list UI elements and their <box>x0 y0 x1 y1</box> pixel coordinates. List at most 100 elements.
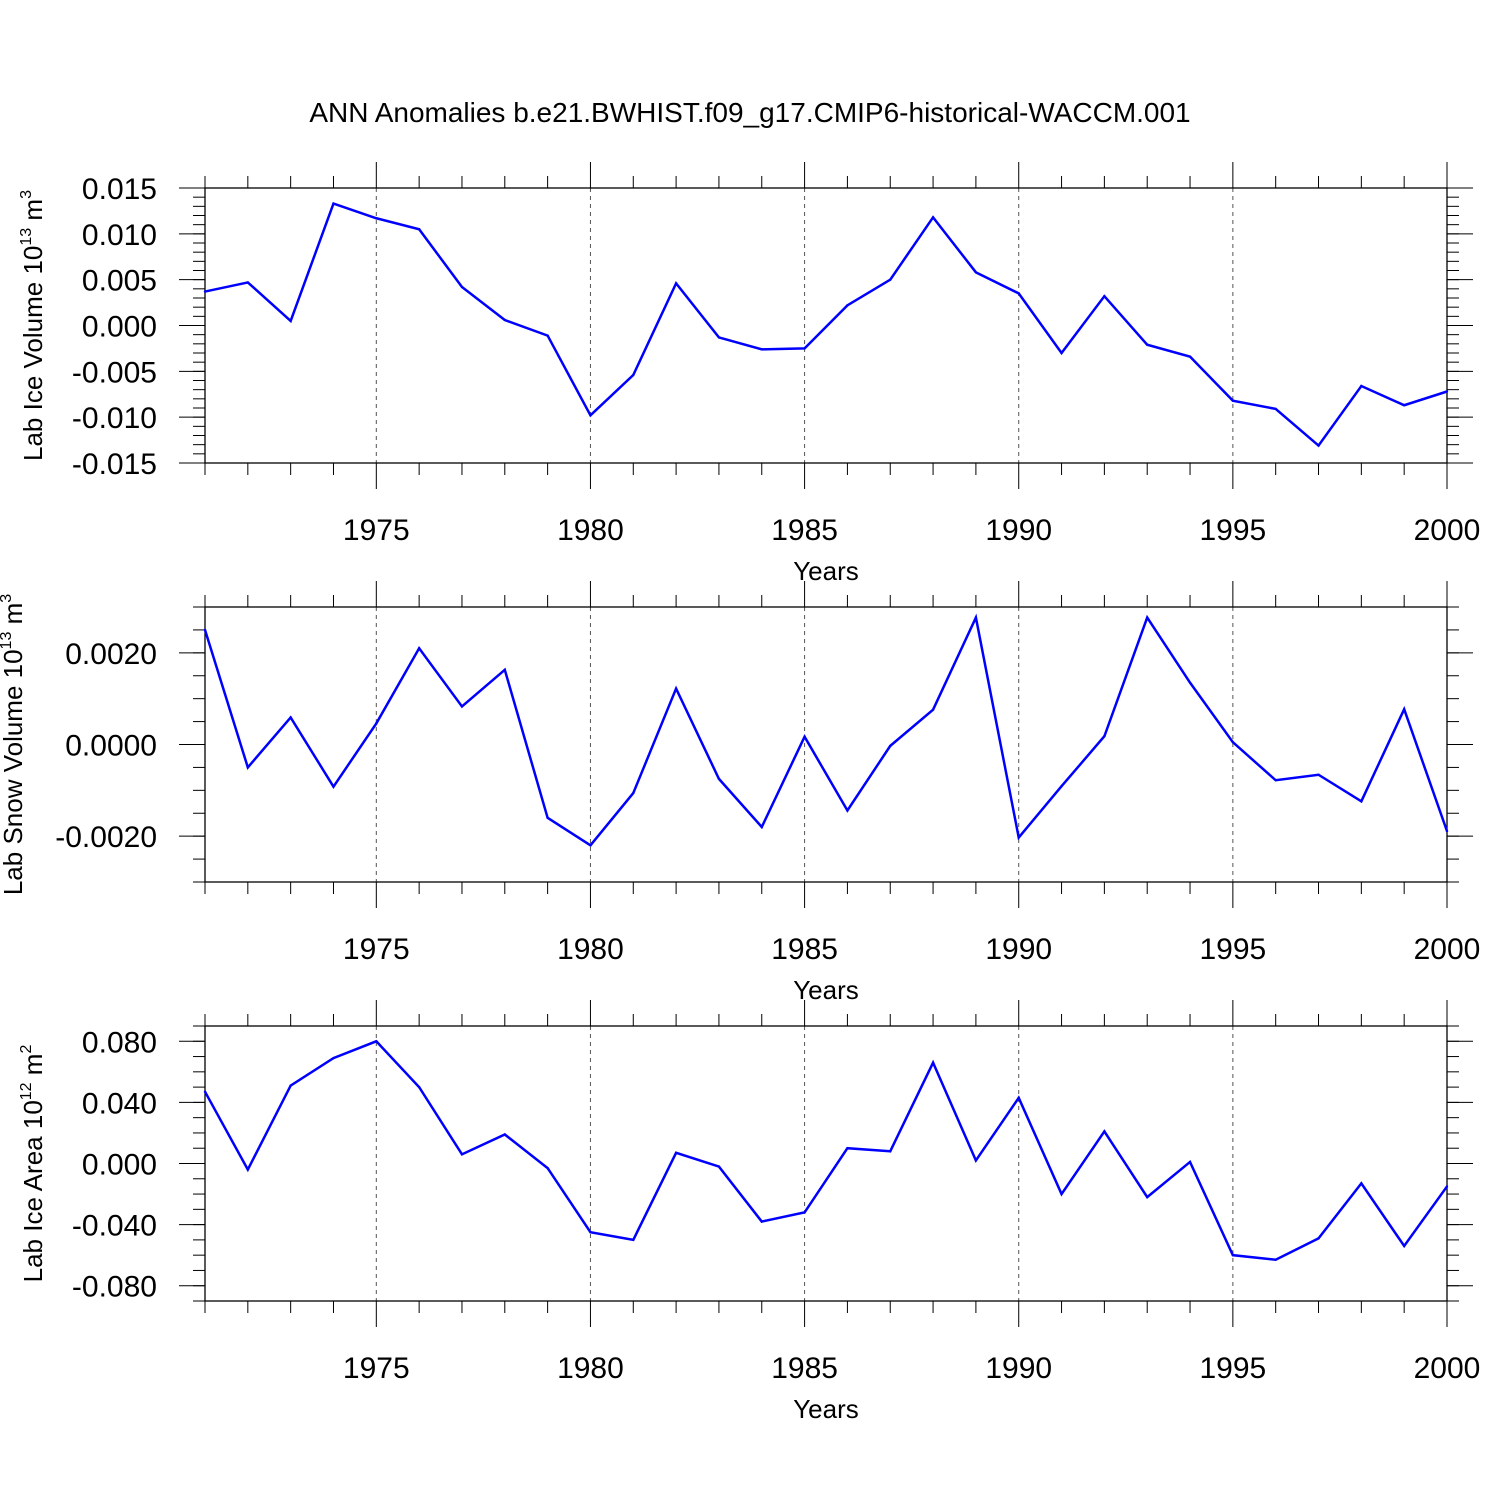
x-tick-label: 1995 <box>1199 514 1266 547</box>
x-tick-label: 1995 <box>1199 933 1266 966</box>
data-point <box>1146 1195 1149 1199</box>
data-point <box>375 217 378 220</box>
data-point <box>375 722 378 725</box>
data-point <box>1017 1096 1020 1100</box>
data-point <box>460 705 464 708</box>
data-point <box>1231 741 1235 744</box>
series-line <box>204 202 1448 448</box>
data-point <box>417 1085 421 1089</box>
y-axis-title-unit-exponent: 3 <box>18 190 35 199</box>
data-point <box>1360 384 1363 388</box>
data-point <box>417 228 421 231</box>
y-axis-title-text: Lab Ice Area 10 <box>18 1100 48 1282</box>
y-axis-title-exponent: 13 <box>0 632 15 650</box>
data-point <box>974 616 978 619</box>
data-point <box>1017 836 1020 839</box>
x-tick-label: 1975 <box>343 933 410 966</box>
data-point <box>974 271 978 274</box>
y-tick-label: -0.040 <box>72 1210 157 1243</box>
y-tick-label: -0.0020 <box>55 821 157 854</box>
data-point <box>1274 779 1277 782</box>
x-tick-label: 1975 <box>343 1352 410 1385</box>
data-point <box>503 318 506 322</box>
data-point <box>632 373 635 377</box>
y-axis-title-text: Lab Ice Volume 10 <box>18 246 48 461</box>
panel-3: -0.080 -0.040 0.000 0.040 0.080 1975 1980 1985 1… <box>18 1000 1480 1424</box>
y-axis-title-text: Lab Snow Volume 10 <box>0 649 28 895</box>
data-point <box>1188 681 1192 684</box>
y-tick-label: 0.0000 <box>65 730 157 763</box>
data-point <box>674 282 678 285</box>
y-axis-title-unit-exponent: 3 <box>0 594 15 603</box>
data-point <box>1146 343 1149 346</box>
data-point <box>589 844 592 847</box>
data-point <box>803 1211 806 1214</box>
y-tick-label: -0.015 <box>72 448 157 481</box>
data-point <box>674 687 678 690</box>
data-point <box>1060 1192 1063 1196</box>
x-tick-label: 2000 <box>1414 933 1481 966</box>
x-tick-label: 1995 <box>1199 1352 1266 1385</box>
y-axis-title-unit-exponent: 2 <box>18 1045 35 1054</box>
data-point <box>717 336 721 339</box>
x-tick-label: 1975 <box>343 514 410 547</box>
y-tick-label: 0.010 <box>82 219 157 252</box>
data-point <box>546 816 549 820</box>
y-axis-title: Lab Snow Volume 1013 m3 <box>0 594 28 895</box>
data-point <box>889 278 892 281</box>
y-tick-label: 0.080 <box>82 1026 157 1059</box>
data-point <box>632 1238 635 1242</box>
data-point <box>1188 355 1192 358</box>
x-tick-label: 1990 <box>985 933 1052 966</box>
y-tick-label: 0.005 <box>82 265 157 298</box>
series-line <box>203 1039 1449 1262</box>
y-tick-label: 0.0020 <box>65 638 157 671</box>
data-point <box>246 1168 250 1171</box>
data-point <box>760 348 763 351</box>
data-point <box>332 202 335 205</box>
data-point <box>1060 785 1063 788</box>
x-axis-title: Years <box>793 975 859 1005</box>
data-point <box>931 1061 935 1064</box>
data-point <box>717 1165 721 1168</box>
x-tick-label: 1990 <box>985 1352 1052 1385</box>
x-tick-label: 2000 <box>1414 1352 1481 1385</box>
plot-frame <box>204 606 1448 883</box>
data-point <box>1231 399 1235 402</box>
data-point <box>1103 735 1106 738</box>
data-point <box>1274 1258 1277 1261</box>
data-point <box>546 334 549 337</box>
data-point <box>546 1166 549 1170</box>
y-axis-title: Lab Ice Area 1012 m2 <box>18 1045 48 1283</box>
data-point <box>1317 773 1320 776</box>
data-point <box>846 1147 849 1150</box>
x-axis-title: Years <box>793 1394 859 1424</box>
data-point <box>203 290 207 293</box>
data-point <box>974 1159 978 1162</box>
data-point <box>289 319 292 323</box>
y-tick-label: 0.015 <box>82 173 157 206</box>
data-point <box>246 766 250 769</box>
data-point <box>203 628 207 632</box>
x-tick-label: 1985 <box>771 514 838 547</box>
y-axis-title: Lab Ice Volume 1013 m3 <box>18 190 48 461</box>
plot-frame <box>204 187 1448 464</box>
data-point <box>589 414 592 417</box>
data-point <box>846 809 849 812</box>
data-point <box>931 216 935 219</box>
plot-frame <box>204 1025 1448 1302</box>
data-point <box>289 1084 292 1087</box>
panel-1: -0.015 -0.010 -0.005 0.000 0.005 0.010 0.015 19… <box>18 162 1480 586</box>
data-point <box>1103 1130 1106 1133</box>
y-axis-title-unit: m <box>18 199 48 228</box>
data-point <box>1146 616 1149 619</box>
data-point <box>332 1056 335 1060</box>
data-point <box>1231 1253 1235 1257</box>
data-point <box>460 1153 464 1156</box>
y-tick-label: 0.000 <box>82 311 157 344</box>
data-point <box>931 708 935 711</box>
data-point <box>1317 1237 1320 1240</box>
data-point <box>889 1150 892 1153</box>
y-tick-label: 0.000 <box>82 1149 157 1182</box>
